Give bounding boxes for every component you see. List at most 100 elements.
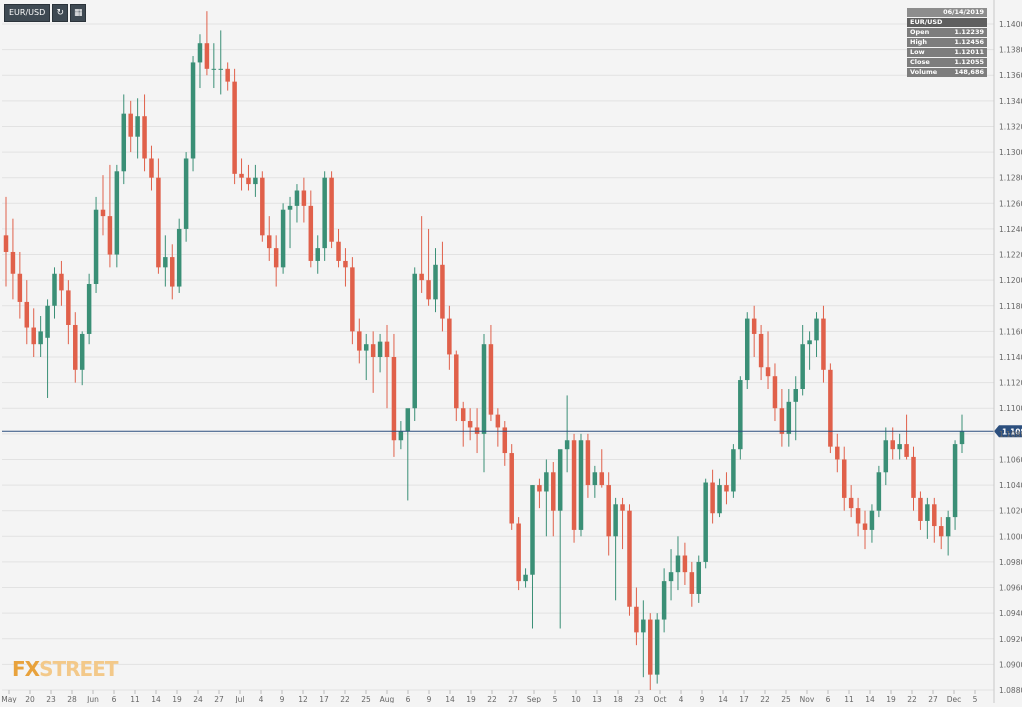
candle-body <box>239 173 244 178</box>
candle-body <box>869 510 875 530</box>
candle-body <box>79 333 85 370</box>
candle <box>128 100 133 153</box>
candle <box>911 446 916 511</box>
y-tick-label: 1.1260 <box>999 199 1022 208</box>
symbol-selector[interactable]: EUR/USD <box>4 4 51 22</box>
candle-body <box>398 431 404 441</box>
candle <box>571 433 577 543</box>
candle <box>239 158 244 191</box>
x-tick-label: 4 <box>259 695 264 703</box>
candle <box>724 472 729 505</box>
candle-body <box>585 440 591 486</box>
x-tick-label: 23 <box>634 695 644 703</box>
candle-body <box>661 581 667 620</box>
candle-body <box>218 68 224 70</box>
candle <box>336 228 341 268</box>
info-value: 1.12239 <box>954 28 984 36</box>
candle-body <box>523 574 528 582</box>
candle-body <box>3 235 9 252</box>
x-tick-label: 6 <box>826 695 831 703</box>
candle <box>266 216 272 261</box>
candle-body <box>918 497 923 521</box>
x-axis: May 20 23 28 Jun 6 11 14 19 24 27 Jul 4 9 12 17 22 25 Aug 6… <box>1 690 978 704</box>
candle-body <box>537 485 542 492</box>
candle <box>869 504 875 543</box>
x-tick-label: 17 <box>739 695 749 703</box>
candle <box>765 331 771 390</box>
candle <box>225 62 230 91</box>
y-tick-label: 1.0900 <box>999 660 1022 669</box>
candle <box>474 408 480 454</box>
x-tick-label: 5 <box>973 695 978 703</box>
x-tick-label: 12 <box>298 695 308 703</box>
candle-body <box>835 446 840 460</box>
candle <box>135 98 140 159</box>
candle-body <box>530 485 535 575</box>
candle <box>648 613 653 690</box>
candle <box>620 497 625 550</box>
candle <box>322 171 327 261</box>
candle <box>232 68 237 185</box>
candle <box>100 175 106 236</box>
candle <box>557 449 563 629</box>
candle-body <box>592 472 598 486</box>
candle-body <box>855 508 861 524</box>
candle-body <box>841 459 847 498</box>
info-row-low: Low 1.12011 <box>907 48 987 57</box>
candle <box>502 421 508 466</box>
candle <box>93 196 99 293</box>
ohlc-info-panel: 06/14/2019 EUR/USD Open 1.12239 High 1.1… <box>907 8 987 78</box>
candle-body <box>280 209 286 268</box>
candle <box>260 171 265 242</box>
candle-body <box>551 472 556 511</box>
candle-body <box>952 444 958 518</box>
candle <box>301 177 307 223</box>
candle <box>592 465 598 498</box>
candle-body <box>405 408 411 432</box>
x-tick-label: Jul <box>234 695 244 703</box>
candle <box>945 510 951 556</box>
candle-body <box>433 264 438 300</box>
x-tick-label: 22 <box>340 695 350 703</box>
x-tick-label: 22 <box>907 695 917 703</box>
candle <box>287 196 293 249</box>
candle <box>163 235 168 287</box>
candle-body <box>225 68 230 82</box>
candle <box>641 600 646 678</box>
candle <box>731 444 736 498</box>
candle-body <box>862 523 868 530</box>
candle-body <box>668 572 674 582</box>
candle <box>682 542 688 585</box>
candle <box>952 440 958 530</box>
candle-body <box>135 116 140 137</box>
candle <box>821 305 826 383</box>
candle-body <box>301 190 307 206</box>
candle <box>841 446 847 511</box>
y-tick-label: 1.1220 <box>999 251 1022 260</box>
x-tick-label: 18 <box>613 695 623 703</box>
y-tick-label: 1.0940 <box>999 609 1022 618</box>
candle-body <box>557 449 563 511</box>
candle <box>419 216 424 293</box>
candle-body <box>793 389 798 402</box>
candle-body <box>370 344 376 357</box>
info-value: 148,686 <box>954 68 984 76</box>
y-tick-label: 1.1120 <box>999 379 1022 388</box>
candle-body <box>260 177 265 236</box>
calendar-icon[interactable]: ▦ <box>70 4 87 22</box>
x-tick-label: 10 <box>571 695 581 703</box>
refresh-icon[interactable]: ↻ <box>52 4 69 22</box>
candle <box>689 561 695 607</box>
candle <box>578 433 584 537</box>
candle-body <box>751 318 757 334</box>
candle <box>599 449 605 488</box>
candle <box>828 363 833 454</box>
candle-body <box>329 177 334 242</box>
candle-body <box>287 205 293 210</box>
candle <box>710 469 715 524</box>
candle <box>876 465 882 518</box>
candle <box>176 218 182 293</box>
candle <box>454 350 459 422</box>
